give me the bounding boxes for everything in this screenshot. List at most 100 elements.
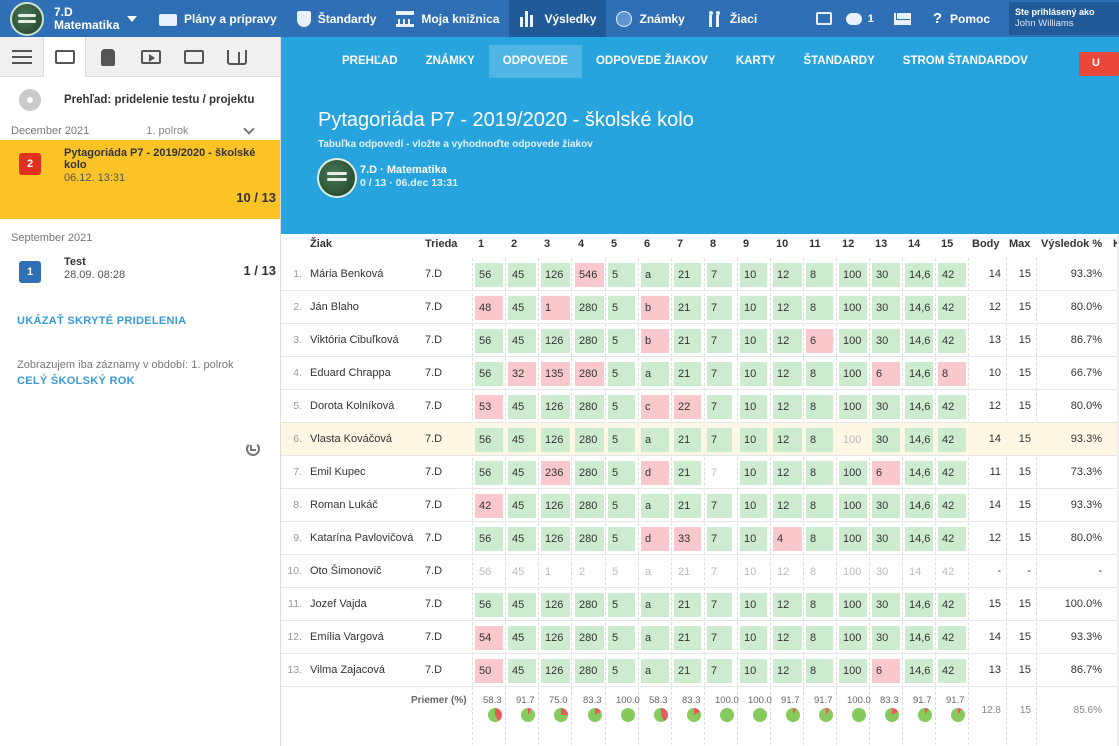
answer-cell[interactable]: 5: [608, 527, 635, 551]
table-row[interactable]: 10. Oto Šimonovič 7.D 56 45 1 2 5 a 21 7 10 12 8 100 30…: [281, 555, 1119, 588]
answer-cell[interactable]: 100: [839, 296, 867, 320]
column-header-points[interactable]: Body: [972, 238, 1000, 250]
answer-cell[interactable]: 7: [707, 263, 732, 287]
answer-cell[interactable]: 10: [740, 494, 767, 518]
answer-cell[interactable]: 5: [608, 296, 635, 320]
history-icon[interactable]: [246, 442, 260, 456]
student-name[interactable]: Jozef Vajda: [310, 598, 367, 610]
show-hidden-link[interactable]: UKÁZAŤ SKRYTÉ PRIDELENIA: [17, 315, 187, 327]
student-name[interactable]: Vlasta Kováčová: [310, 433, 392, 445]
answer-cell[interactable]: 42: [938, 527, 966, 551]
assignment-item[interactable]: 1 Test 28.09. 08:28 1 / 13: [0, 247, 280, 307]
answer-cell[interactable]: 8: [806, 527, 833, 551]
answer-cell[interactable]: a: [641, 494, 669, 518]
nav-item-3[interactable]: Výsledky: [509, 0, 607, 37]
answer-cell[interactable]: 7: [707, 395, 732, 419]
answer-cell[interactable]: a: [641, 593, 669, 617]
column-header-question[interactable]: 2: [511, 238, 518, 250]
answer-cell[interactable]: 42: [942, 566, 955, 578]
answer-cell[interactable]: 14,6: [905, 296, 933, 320]
nav-item-0[interactable]: Plány a prípravy: [149, 0, 287, 37]
answer-cell[interactable]: 100: [839, 362, 867, 386]
answer-cell[interactable]: 12: [773, 362, 802, 386]
answer-cell[interactable]: a: [641, 626, 669, 650]
answer-cell[interactable]: 1: [545, 566, 552, 578]
answer-cell[interactable]: 21: [674, 593, 701, 617]
answer-cell[interactable]: 42: [938, 329, 966, 353]
answer-cell[interactable]: 8: [806, 659, 833, 683]
answer-cell[interactable]: 280: [575, 329, 604, 353]
table-row[interactable]: 2. Ján Blaho 7.D 48 45 1 280 5 b 21 7 10 12 8 100 30 14,…: [281, 291, 1119, 324]
sidebar-tab-homework[interactable]: [86, 37, 129, 77]
answer-cell[interactable]: 56: [475, 362, 503, 386]
answer-cell[interactable]: 21: [674, 428, 701, 452]
answer-cell[interactable]: 45: [512, 566, 525, 578]
column-header-question[interactable]: 12: [842, 238, 855, 250]
student-name[interactable]: Roman Lukáč: [310, 499, 378, 511]
mail-icon[interactable]: [893, 12, 911, 25]
answer-cell[interactable]: a: [641, 428, 669, 452]
answer-cell[interactable]: 45: [508, 428, 536, 452]
sidebar-tab-presentation[interactable]: [172, 37, 215, 77]
sidebar-tab-video[interactable]: [129, 37, 172, 77]
answer-cell[interactable]: b: [641, 296, 669, 320]
class-selector[interactable]: 7.D Matematika: [0, 0, 145, 37]
answer-cell[interactable]: 7: [707, 296, 732, 320]
answer-cell[interactable]: 8: [806, 263, 833, 287]
answer-cell[interactable]: 280: [575, 362, 604, 386]
answer-cell[interactable]: 8: [810, 566, 817, 578]
answer-cell[interactable]: 53: [475, 395, 503, 419]
column-header-question[interactable]: 11: [809, 238, 821, 250]
answer-cell[interactable]: 8: [806, 494, 833, 518]
sidebar-tab-tests[interactable]: [43, 37, 86, 77]
scrollbar[interactable]: [1117, 234, 1119, 746]
answer-cell[interactable]: 8: [806, 362, 833, 386]
answer-cell[interactable]: 12: [773, 263, 802, 287]
answer-cell[interactable]: c: [641, 395, 669, 419]
answer-cell[interactable]: 100: [843, 566, 862, 578]
answer-cell[interactable]: 14,6: [905, 329, 933, 353]
answer-cell[interactable]: 45: [508, 659, 536, 683]
cast-icon[interactable]: [815, 12, 832, 25]
tab-1[interactable]: ZNÁMKY: [425, 55, 475, 67]
answer-cell[interactable]: d: [641, 527, 669, 551]
answer-cell[interactable]: 280: [575, 659, 604, 683]
answer-cell[interactable]: 7: [707, 659, 732, 683]
answer-cell[interactable]: 54: [475, 626, 503, 650]
answer-cell[interactable]: 8: [806, 626, 833, 650]
answer-cell[interactable]: 45: [508, 263, 536, 287]
answer-cell[interactable]: 1: [541, 296, 570, 320]
answer-cell[interactable]: 50: [475, 659, 503, 683]
tab-4[interactable]: KARTY: [735, 55, 776, 67]
column-header-class[interactable]: Trieda: [425, 238, 458, 250]
answer-cell[interactable]: 33: [674, 527, 701, 551]
answer-cell[interactable]: 14,6: [905, 428, 933, 452]
answer-cell[interactable]: 21: [678, 566, 691, 578]
answer-cell[interactable]: 6: [872, 659, 900, 683]
table-row[interactable]: 4. Eduard Chrappa 7.D 56 32 135 280 5 a 21 7 10 12 8 1…: [281, 357, 1119, 390]
answer-cell[interactable]: 21: [674, 494, 701, 518]
answer-cell[interactable]: 280: [575, 494, 604, 518]
answer-cell[interactable]: 5: [608, 395, 635, 419]
nav-item-4[interactable]: Známky: [606, 0, 694, 37]
answer-cell[interactable]: 5: [608, 461, 635, 485]
answer-cell[interactable]: b: [641, 329, 669, 353]
answer-cell[interactable]: 6: [806, 329, 833, 353]
assignment-item[interactable]: 2 Pytagoriáda P7 - 2019/2020 - školské k…: [0, 140, 280, 219]
answer-cell[interactable]: 45: [508, 395, 536, 419]
nav-item-5[interactable]: Žiaci: [695, 0, 767, 37]
answer-cell[interactable]: 10: [740, 263, 767, 287]
answer-cell[interactable]: 10: [744, 566, 757, 578]
answer-cell[interactable]: 6: [872, 362, 900, 386]
answer-cell[interactable]: 12: [773, 395, 802, 419]
answer-cell[interactable]: 45: [508, 527, 536, 551]
answer-cell[interactable]: 56: [475, 527, 503, 551]
answer-cell[interactable]: 280: [575, 296, 604, 320]
answer-cell[interactable]: 21: [674, 329, 701, 353]
answer-cell[interactable]: 21: [674, 461, 701, 485]
student-name[interactable]: Eduard Chrappa: [310, 367, 391, 379]
answer-cell[interactable]: 5: [608, 362, 635, 386]
answer-cell[interactable]: 12: [773, 593, 802, 617]
answer-cell[interactable]: 8: [806, 428, 833, 452]
student-name[interactable]: Katarína Pavlovičová: [310, 532, 414, 544]
